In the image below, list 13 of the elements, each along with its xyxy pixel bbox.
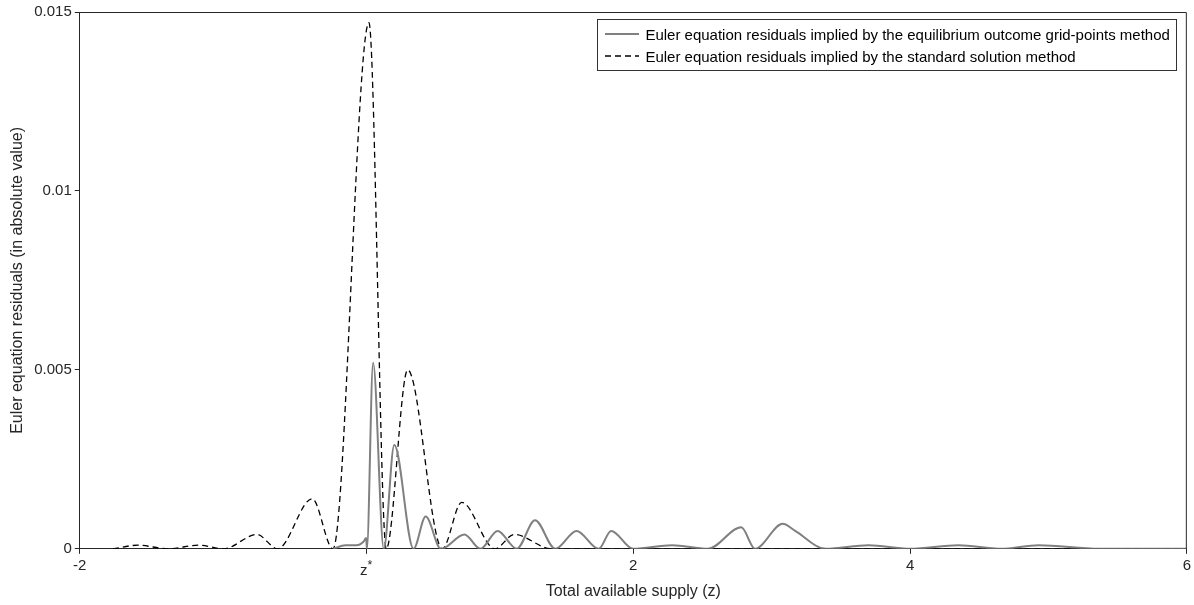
y-tick-label: 0.015 (34, 2, 72, 20)
x-tick-label: 6 (1182, 555, 1191, 573)
y-axis-title: Euler equation residuals (in absolute value) (8, 126, 26, 434)
x-tick-label: 2 (629, 555, 638, 573)
x-tick-label: z$^{*}$ (360, 557, 373, 578)
y-tick-label: 0.01 (42, 181, 72, 199)
y-tick-label: 0.005 (34, 360, 72, 378)
x-tick-label: -2 (73, 555, 87, 573)
x-axis-title: Total available supply (z) (545, 581, 721, 599)
legend-label: Euler equation residuals implied by the equilibrium outcome grid-points method (645, 25, 1170, 43)
x-tick-label: 4 (905, 555, 915, 573)
legend-label: Euler equation residuals implied by the standard solution method (645, 47, 1076, 65)
y-tick-label: 0 (63, 538, 72, 556)
